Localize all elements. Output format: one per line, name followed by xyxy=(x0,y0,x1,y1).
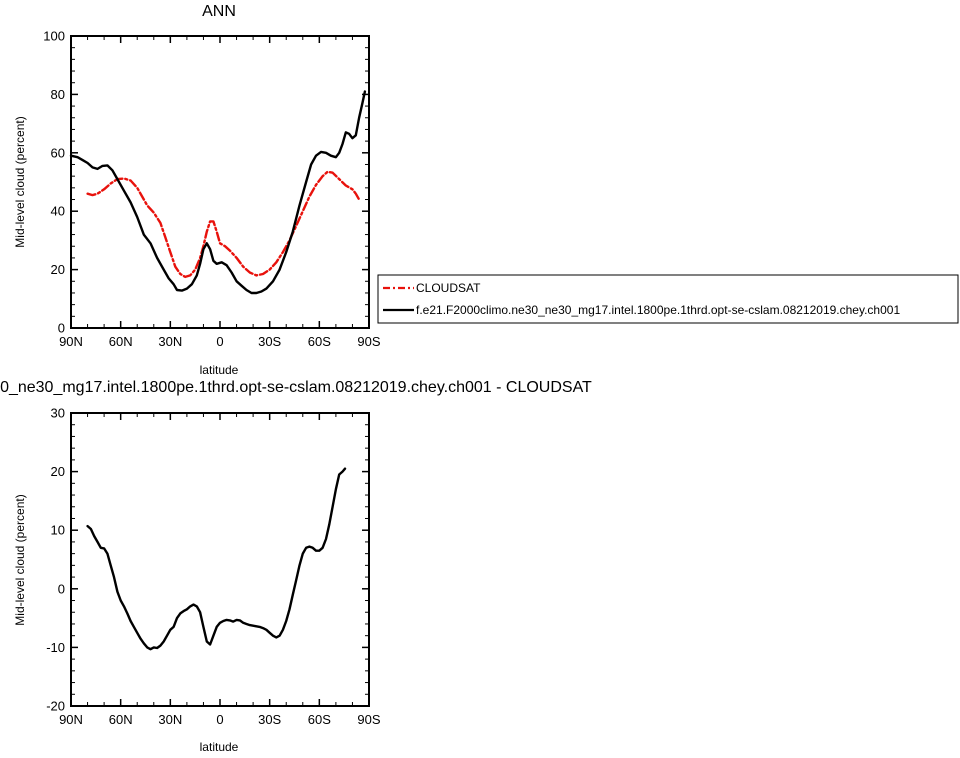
bottom-panel-y-axis-label: Mid-level cloud (percent) xyxy=(13,494,27,625)
top-series-model-line xyxy=(69,90,367,295)
top-y-tick-label: 60 xyxy=(51,145,65,160)
bottom-panel-x-axis-label: latitude xyxy=(200,740,239,754)
bottom-plot-frame xyxy=(70,412,370,707)
top-x-tick-label: 60S xyxy=(308,334,331,349)
top-y-tick-label: 40 xyxy=(51,204,65,219)
top-panel-legend: CLOUDSAT f.e21.F2000climo.ne30_ne30_mg17… xyxy=(377,274,959,324)
top-y-tick-label: 100 xyxy=(43,29,65,44)
top-y-tick-label: 80 xyxy=(51,87,65,102)
top-panel-y-axis-label: Mid-level cloud (percent) xyxy=(13,116,27,247)
bottom-y-tick-label: 30 xyxy=(51,406,65,421)
bottom-x-tick-label: 60S xyxy=(308,712,331,727)
bottom-x-tick-label: 0 xyxy=(216,712,223,727)
bottom-x-tick-label: 90N xyxy=(59,712,83,727)
bottom-series-model-line xyxy=(86,467,347,651)
top-series-cloudsat-line xyxy=(86,170,361,279)
bottom-x-tick-label: 60N xyxy=(109,712,133,727)
bottom-y-tick-label: -10 xyxy=(46,640,65,655)
top-x-tick-label: 90N xyxy=(59,334,83,349)
top-x-tick-label: 30N xyxy=(158,334,182,349)
top-x-tick-label: 30S xyxy=(258,334,281,349)
legend-cloudsat-label: CLOUDSAT xyxy=(416,281,481,295)
bottom-panel-title: f.e21.F2000climo.ne30_ne30_mg17.intel.18… xyxy=(0,379,592,396)
top-plot-frame xyxy=(70,35,370,329)
bottom-x-tick-label: 90S xyxy=(357,712,380,727)
top-panel: ANN Mid-level cloud (percent) latitude C… xyxy=(13,3,959,377)
top-x-tick-label: 60N xyxy=(109,334,133,349)
top-panel-x-axis-label: latitude xyxy=(200,363,239,377)
legend-box xyxy=(377,274,959,324)
top-y-tick-label: 20 xyxy=(51,262,65,277)
top-x-tick-label: 0 xyxy=(216,334,223,349)
bottom-x-tick-label: 30S xyxy=(258,712,281,727)
bottom-y-tick-label: -20 xyxy=(46,699,65,714)
bottom-y-tick-label: 20 xyxy=(51,464,65,479)
bottom-y-tick-label: 0 xyxy=(58,581,65,596)
bottom-y-tick-label: 10 xyxy=(51,523,65,538)
top-panel-title: ANN xyxy=(202,3,236,20)
top-x-tick-label: 90S xyxy=(357,334,380,349)
legend-model-label: f.e21.F2000climo.ne30_ne30_mg17.intel.18… xyxy=(416,303,900,317)
bottom-panel: f.e21.F2000climo.ne30_ne30_mg17.intel.18… xyxy=(0,379,592,754)
bottom-x-tick-label: 30N xyxy=(158,712,182,727)
top-y-tick-label: 0 xyxy=(58,321,65,336)
